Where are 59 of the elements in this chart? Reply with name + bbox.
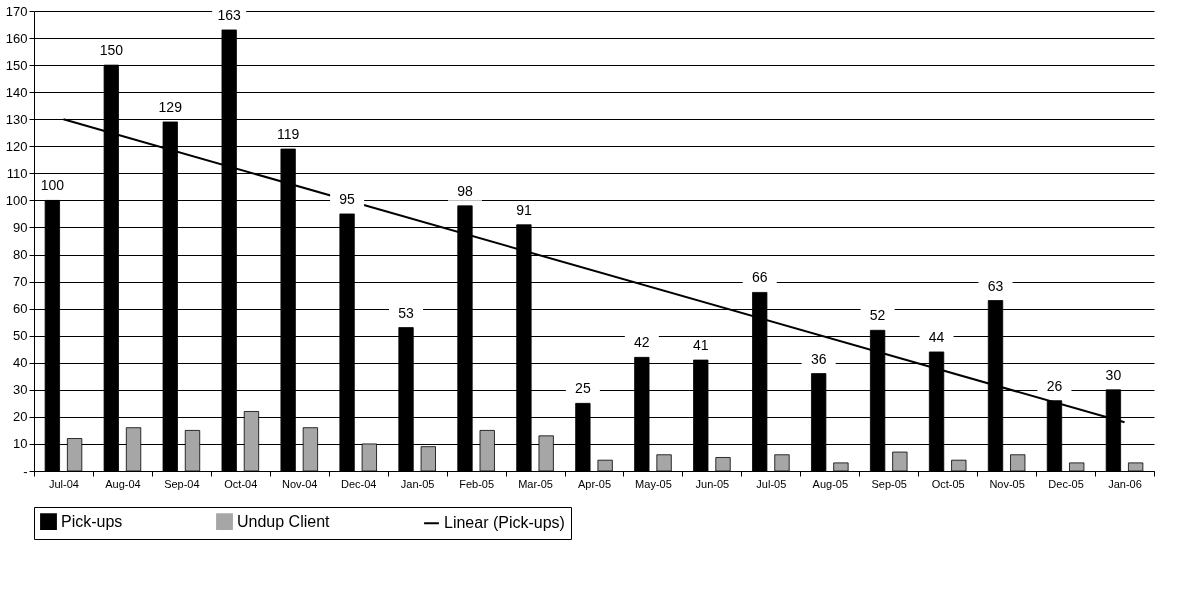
data-label: 26 (1046, 377, 1063, 394)
x-tick-label: Nov-04 (282, 477, 318, 490)
x-tick-label: Apr-05 (577, 477, 612, 490)
y-tick-label: 160 (5, 30, 28, 46)
y-tick-label: 60 (13, 301, 28, 317)
data-label: 100 (40, 177, 65, 194)
data-label: 53 (398, 304, 415, 321)
data-label: 42 (634, 334, 650, 351)
data-label: 36 (810, 350, 827, 367)
x-tick-label: Sep-05 (871, 477, 907, 490)
data-label: 98 (457, 182, 473, 199)
y-tick-label: 40 (13, 355, 28, 371)
data-label: 52 (869, 307, 886, 324)
y-tick-label: 150 (5, 57, 28, 73)
x-tick-label: Mar-05 (518, 477, 553, 490)
data-label: 119 (276, 126, 300, 142)
y-tick-label: 170 (5, 3, 28, 19)
x-tick-label: Jan-05 (400, 477, 435, 490)
x-tick-label: Dec-04 (340, 477, 377, 490)
data-label: 163 (217, 6, 242, 23)
y-tick-label: 80 (13, 247, 28, 263)
x-tick-label: Jun-05 (695, 477, 730, 490)
y-tick-label: 110 (6, 165, 28, 181)
x-tick-label: Nov-05 (989, 477, 1025, 490)
y-tick-label: 100 (5, 192, 28, 208)
x-tick-label: Feb-05 (459, 477, 495, 490)
data-label: 41 (692, 337, 709, 354)
y-tick-label: 70 (13, 274, 28, 290)
y-tick-label: 30 (13, 382, 28, 398)
y-tick-label: - (23, 463, 28, 479)
y-tick-label: 10 (13, 436, 28, 452)
data-label: 91 (516, 201, 532, 218)
data-label: 25 (575, 380, 591, 397)
y-tick-label: 50 (13, 328, 28, 344)
x-tick-label: Oct-05 (931, 477, 965, 490)
data-label: 44 (928, 328, 945, 345)
data-label: 63 (987, 277, 1004, 294)
x-tick-label: May-05 (635, 477, 672, 490)
data-label: 66 (751, 269, 768, 286)
legend-label: Linear (Pick-ups) (444, 514, 565, 532)
legend-label: Pick-ups (61, 512, 123, 530)
y-tick-label: 120 (5, 138, 28, 154)
x-tick-label: Oct-04 (224, 477, 258, 490)
x-tick-label: Aug-05 (812, 477, 849, 490)
x-tick-label: Aug-04 (105, 477, 141, 490)
data-label: 129 (158, 98, 183, 115)
y-tick-label: 90 (13, 219, 28, 235)
y-tick-label: 20 (13, 409, 28, 425)
data-label: 95 (339, 190, 356, 207)
x-tick-label: Jul-05 (756, 477, 787, 490)
x-tick-label: Dec-05 (1048, 477, 1084, 490)
y-tick-label: 140 (5, 84, 28, 100)
x-tick-label: Sep-04 (164, 477, 200, 490)
data-label: 150 (99, 42, 124, 59)
y-tick-label: 130 (5, 111, 28, 127)
data-label: 30 (1105, 366, 1122, 383)
x-tick-label: Jul-04 (48, 477, 79, 490)
x-tick-label: Jan-06 (1108, 477, 1142, 490)
legend-label: Undup Client (237, 512, 331, 530)
